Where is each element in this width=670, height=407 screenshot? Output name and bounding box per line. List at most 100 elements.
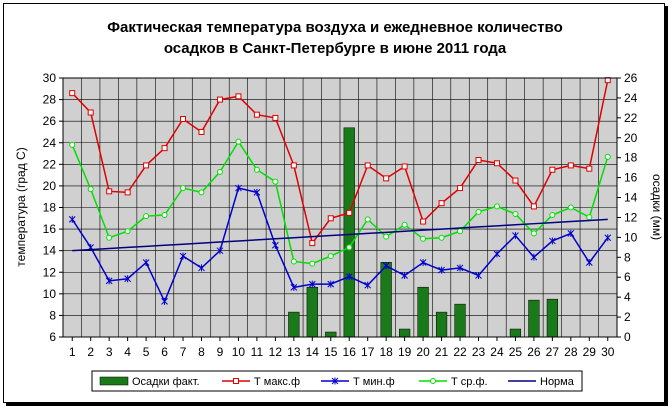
series-point-tmin — [327, 280, 335, 288]
y-right-tick-label: 16 — [624, 171, 638, 185]
series-point-tmax — [530, 203, 537, 210]
y-left-tick-label: 24 — [43, 136, 57, 150]
precip-bar — [546, 298, 558, 338]
y-right-tick-label: 26 — [624, 71, 638, 85]
series-point-tmin — [419, 259, 427, 267]
precip-bar — [325, 331, 337, 338]
series-point-tmin — [549, 237, 556, 245]
series-point-tavg — [272, 178, 279, 185]
x-tick-label: 15 — [324, 345, 338, 359]
series-point-tavg — [512, 210, 519, 217]
y-right-tick-label: 12 — [624, 210, 638, 224]
y-left-tick-label: 8 — [49, 308, 56, 322]
series-point-tmin — [290, 283, 298, 291]
series-point-tavg — [198, 189, 205, 196]
y-left-tick-label: 26 — [43, 114, 57, 128]
series-point-tavg — [346, 244, 353, 251]
legend-marker — [233, 378, 239, 384]
series-line-norm — [72, 218, 608, 252]
precip-bar — [380, 262, 392, 338]
series-point-tmax — [457, 185, 464, 192]
series-point-tmin — [530, 253, 538, 261]
y-right-tick-label: 24 — [624, 91, 638, 105]
series-point-tmax — [180, 116, 187, 123]
y-axis-left-label: температура (град С) — [14, 147, 28, 266]
series-point-tmin — [142, 259, 150, 267]
x-tick-label: 10 — [232, 345, 246, 359]
x-tick-label: 20 — [416, 345, 430, 359]
precip-bar — [399, 328, 411, 338]
series-point-tavg — [401, 221, 408, 228]
y-right-tick-label: 10 — [624, 230, 638, 244]
series-point-tmin — [585, 259, 593, 267]
legend-item-tavg: Т ср.ф. — [419, 376, 488, 388]
series-point-tmax — [567, 162, 574, 169]
series-point-tmin — [364, 281, 372, 289]
series-point-tmax — [69, 90, 76, 97]
series-point-tmin — [382, 262, 390, 270]
y-left-tick-label: 14 — [43, 244, 57, 258]
y-right-tick-label: 0 — [624, 330, 631, 344]
x-tick-label: 5 — [143, 345, 150, 359]
x-tick-label: 8 — [198, 345, 205, 359]
x-tick-label: 13 — [287, 345, 301, 359]
series-point-tmax — [235, 93, 242, 100]
x-tick-label: 3 — [106, 345, 113, 359]
legend-swatch — [99, 376, 129, 386]
x-tick-label: 17 — [361, 345, 375, 359]
series-point-tmax — [124, 189, 131, 196]
series-point-tavg — [420, 235, 427, 242]
series-point-tavg — [69, 141, 76, 148]
y-left-tick-label: 16 — [43, 222, 57, 236]
series-point-tavg — [604, 153, 611, 160]
y-right-tick-label: 8 — [624, 250, 631, 264]
x-tick-label: 9 — [217, 345, 224, 359]
series-point-tmin — [567, 229, 575, 237]
x-tick-label: 19 — [398, 345, 412, 359]
series-point-tmin — [179, 252, 187, 260]
series-point-tmin — [198, 264, 205, 272]
y-right-tick-label: 2 — [624, 310, 631, 324]
series-point-tmax — [586, 165, 593, 172]
series-point-tmin — [475, 271, 482, 279]
series-point-tavg — [143, 213, 150, 220]
x-tick-label: 7 — [180, 345, 187, 359]
x-tick-label: 25 — [509, 345, 523, 359]
series-point-tavg — [383, 233, 390, 240]
precip-bar — [528, 299, 540, 338]
plot-area: 6810121416182022242628300246810121416182… — [43, 71, 638, 359]
series-point-tmin — [456, 264, 464, 272]
y-left-tick-label: 30 — [43, 71, 57, 85]
series-point-tmax — [309, 240, 316, 247]
series-point-tmin — [308, 280, 316, 288]
series-point-tmax — [161, 145, 168, 152]
precip-bar — [509, 328, 522, 338]
series-point-tavg — [493, 203, 500, 210]
y-right-tick-label: 6 — [624, 270, 631, 284]
y-left-tick-label: 12 — [43, 265, 57, 279]
chart-title-line2: осадков в Санкт-Петербурге в июне 2011 г… — [164, 40, 507, 57]
series-point-tmax — [493, 160, 500, 167]
x-tick-label: 29 — [583, 345, 597, 359]
series-point-tmin — [272, 241, 279, 249]
y-axis-right-label: осадки (мм) — [650, 174, 664, 240]
legend-marker — [430, 378, 436, 384]
series-point-tavg — [586, 214, 593, 221]
series-point-tavg — [87, 186, 94, 193]
series-point-tmax — [475, 157, 482, 164]
chart-title-line1: Фактическая температура воздуха и ежедне… — [107, 19, 563, 36]
precip-bar — [454, 303, 466, 338]
x-tick-label: 27 — [546, 345, 560, 359]
series-point-tavg — [309, 260, 316, 267]
y-right-tick-label: 18 — [624, 151, 638, 165]
legend-item-norm: Норма — [508, 376, 575, 388]
x-tick-label: 4 — [124, 345, 131, 359]
x-tick-label: 30 — [601, 345, 615, 359]
series-point-tavg — [364, 216, 371, 223]
x-tick-label: 12 — [269, 345, 283, 359]
series-point-tmin — [68, 215, 76, 223]
series-point-tavg — [438, 234, 445, 241]
x-tick-label: 24 — [490, 345, 504, 359]
series-point-tmax — [143, 162, 150, 169]
